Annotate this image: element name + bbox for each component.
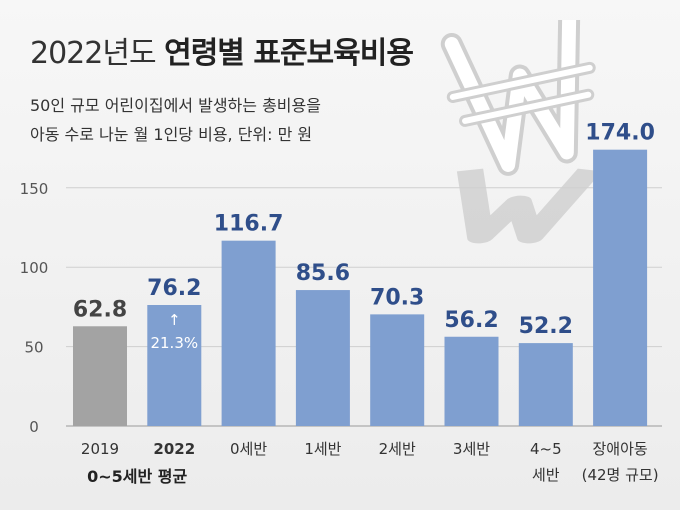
x-tick-label: 1세반 bbox=[304, 440, 341, 458]
subtitle-line-2: 아동 수로 나눈 월 1인당 비용, 단위: 만 원 bbox=[30, 125, 313, 144]
bar bbox=[518, 343, 573, 426]
annotation-text: 21.3% bbox=[150, 334, 198, 352]
title-main: 연령별 표준보육비용 bbox=[164, 36, 414, 71]
x-tick-label: 2세반 bbox=[379, 440, 416, 458]
group-label: 0~5세반 평균 bbox=[87, 467, 187, 486]
x-tick-label: 2022 bbox=[153, 440, 195, 458]
bar bbox=[221, 240, 276, 426]
x-tick-label-line2: 세반 bbox=[532, 466, 560, 484]
x-tick-label: 4~5 bbox=[530, 440, 562, 458]
bar bbox=[73, 326, 127, 426]
bar bbox=[147, 304, 202, 426]
x-tick-label: 2019 bbox=[81, 440, 119, 458]
bar bbox=[370, 314, 425, 426]
annotation-arrow: ↑ bbox=[168, 311, 181, 329]
title-year: 2022년도 bbox=[30, 36, 157, 71]
y-tick-label: 50 bbox=[24, 339, 43, 357]
chart-title: 2022년도 연령별 표준보육비용 bbox=[30, 28, 414, 72]
y-tick-label: 0 bbox=[29, 418, 39, 436]
x-tick-label-line2: (42명 규모) bbox=[582, 466, 659, 484]
data-label: 116.7 bbox=[214, 212, 284, 237]
x-tick-label: 3세반 bbox=[453, 440, 490, 458]
data-label: 76.2 bbox=[147, 276, 201, 301]
data-label: 56.2 bbox=[444, 308, 498, 333]
data-label: 52.2 bbox=[519, 314, 573, 339]
subtitle-line-1: 50인 규모 어린이집에서 발생하는 총비용을 bbox=[30, 96, 321, 115]
data-label: 85.6 bbox=[296, 261, 350, 286]
won-sign-icon bbox=[440, 20, 603, 244]
x-tick-label: 0세반 bbox=[230, 440, 267, 458]
bar bbox=[295, 290, 350, 426]
bar bbox=[444, 336, 499, 426]
y-tick-label: 150 bbox=[20, 180, 49, 198]
data-label: 70.3 bbox=[370, 285, 424, 310]
data-label: 174.0 bbox=[585, 121, 655, 146]
x-tick-label: 장애아동 bbox=[592, 440, 647, 458]
data-label: 62.8 bbox=[73, 297, 127, 322]
y-tick-label: 100 bbox=[20, 259, 49, 277]
bar bbox=[593, 149, 648, 427]
